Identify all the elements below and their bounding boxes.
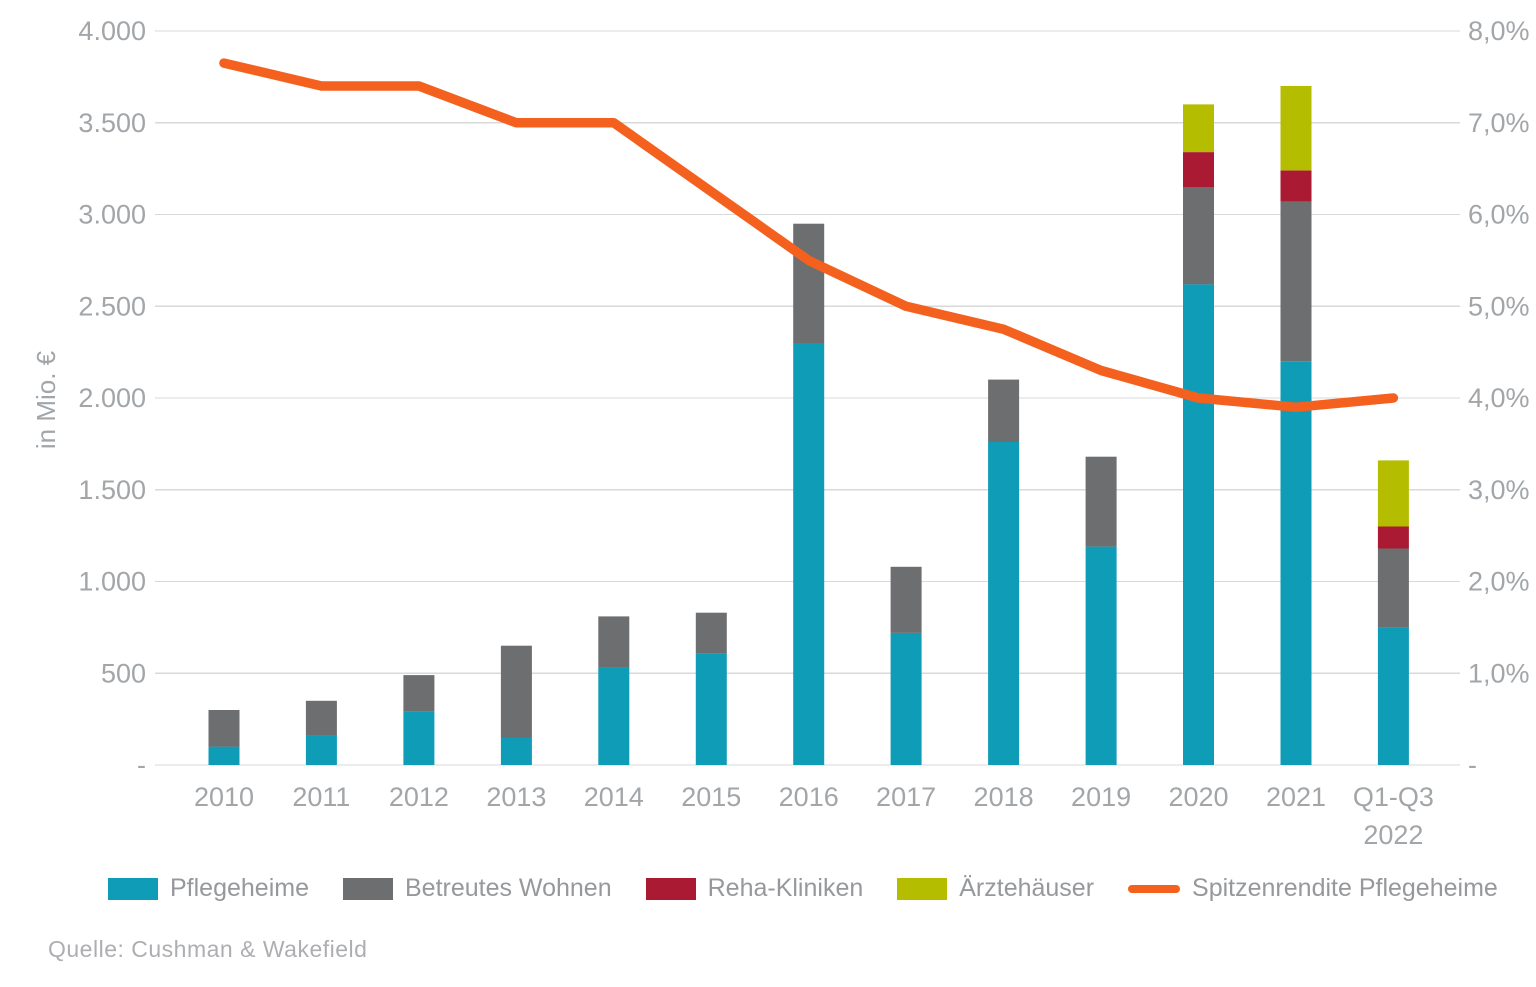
bar-segment-betreutes-wohnen bbox=[208, 710, 240, 747]
bar-segment--rzteh-user bbox=[1183, 104, 1214, 153]
bar-segment-pflegeheime bbox=[500, 737, 532, 765]
y-axis-right-tick: 8,0% bbox=[1468, 16, 1530, 46]
legend-label-reha-kliniken: Reha-Kliniken bbox=[707, 874, 864, 902]
bar-segment-pflegeheime bbox=[988, 442, 1020, 765]
legend-label-aerztehaeuser: Ärztehäuser bbox=[959, 874, 1095, 902]
bar-segment-pflegeheime bbox=[403, 711, 435, 765]
y-axis-left-tick: 2.000 bbox=[78, 383, 146, 413]
y-axis-right-tick: - bbox=[1468, 750, 1477, 780]
y-axis-left-tick: 3.500 bbox=[78, 108, 146, 138]
legend-label-spitzenrendite: Spitzenrendite Pflegeheime bbox=[1192, 874, 1498, 902]
bar-segment-pflegeheime bbox=[208, 746, 240, 765]
bar-segment-betreutes-wohnen bbox=[1280, 201, 1312, 362]
bar-segment-betreutes-wohnen bbox=[1377, 548, 1409, 628]
y-axis-left-tick: 1.000 bbox=[78, 567, 146, 597]
pflegeheime-swatch-icon bbox=[108, 877, 158, 900]
y-axis-left-title: in Mio. € bbox=[31, 350, 61, 449]
bar-segment-pflegeheime bbox=[598, 667, 630, 765]
x-axis-tick: 2010 bbox=[194, 782, 254, 812]
x-axis-tick: 2017 bbox=[876, 782, 936, 812]
bar-segment-betreutes-wohnen bbox=[1085, 456, 1117, 547]
aerztehaeuser-swatch-icon bbox=[897, 877, 948, 900]
bar-segment-betreutes-wohnen bbox=[890, 566, 922, 633]
y-axis-left-tick: - bbox=[137, 750, 146, 780]
bar-segment-pflegeheime bbox=[1183, 284, 1214, 765]
bar-segment-reha-kliniken bbox=[1280, 170, 1312, 202]
x-axis-tick: 2011 bbox=[292, 782, 350, 812]
x-axis-tick: 2018 bbox=[974, 782, 1034, 812]
bar-segment-pflegeheime bbox=[890, 632, 922, 765]
y-axis-right-tick: 4,0% bbox=[1468, 383, 1530, 413]
legend-item-pflegeheime: Pflegeheime bbox=[108, 874, 309, 903]
x-axis-tick: 2022 bbox=[1363, 820, 1423, 850]
source-credit: Quelle: Cushman & Wakefield bbox=[48, 936, 368, 962]
y-axis-left-tick: 1.500 bbox=[78, 475, 146, 505]
y-axis-right-tick: 2,0% bbox=[1468, 567, 1530, 597]
bar-segment-betreutes-wohnen bbox=[305, 700, 337, 736]
bar-segment-betreutes-wohnen bbox=[500, 645, 532, 738]
y-axis-right-tick: 7,0% bbox=[1468, 108, 1530, 138]
bar-segment-reha-kliniken bbox=[1377, 526, 1409, 549]
x-axis-tick: 2020 bbox=[1168, 782, 1228, 812]
y-axis-left-tick: 2.500 bbox=[78, 291, 146, 321]
y-axis-left-tick: 4.000 bbox=[78, 16, 146, 46]
legend-label-pflegeheime: Pflegeheime bbox=[170, 874, 309, 902]
legend-label-betreutes-wohnen: Betreutes Wohnen bbox=[404, 874, 612, 902]
x-axis-tick: 2012 bbox=[389, 782, 449, 812]
bar-segment-betreutes-wohnen bbox=[403, 675, 435, 712]
legend-item-spitzenrendite: Spitzenrendite Pflegeheime bbox=[1128, 874, 1498, 903]
x-axis-tick: 2014 bbox=[584, 782, 644, 812]
stacked-bar-line-chart: in Mio. € - 500 1.000 1.500 2.000 2.500 3.000 3… bbox=[31, 16, 1530, 850]
bar-segment-betreutes-wohnen bbox=[695, 612, 727, 654]
bar-segment--rzteh-user bbox=[1280, 86, 1312, 171]
bar-segment-pflegeheime bbox=[305, 735, 337, 765]
x-axis-tick: 2016 bbox=[779, 782, 839, 812]
reha-kliniken-swatch-icon bbox=[645, 877, 696, 900]
y-axis-right-tick: 5,0% bbox=[1468, 291, 1530, 321]
betreutes-wohnen-swatch-icon bbox=[342, 877, 393, 900]
y-axis-left-tick: 500 bbox=[101, 658, 146, 688]
bar-segment-pflegeheime bbox=[1377, 627, 1409, 765]
bar-segment-pflegeheime bbox=[695, 653, 727, 765]
legend-item-reha-kliniken: Reha-Kliniken bbox=[645, 874, 864, 903]
bar-segment--rzteh-user bbox=[1377, 460, 1409, 527]
bar-segment-reha-kliniken bbox=[1183, 152, 1214, 187]
bar-segment-betreutes-wohnen bbox=[598, 616, 630, 668]
bar-segment-betreutes-wohnen bbox=[793, 223, 825, 343]
chart-legend: Pflegeheime Betreutes Wohnen Reha-Klinik… bbox=[108, 874, 1498, 903]
bar-segment-pflegeheime bbox=[1085, 546, 1117, 765]
spitzenrendite-line-swatch-icon bbox=[1128, 884, 1181, 893]
x-axis-tick: Q1-Q3 bbox=[1353, 782, 1434, 812]
x-axis-tick: 2019 bbox=[1071, 782, 1131, 812]
x-axis-tick: 2015 bbox=[681, 782, 741, 812]
y-axis-left-tick: 3.000 bbox=[78, 200, 146, 230]
y-axis-right-tick: 3,0% bbox=[1468, 475, 1530, 505]
legend-item-aerztehaeuser: Ärztehäuser bbox=[897, 874, 1094, 903]
x-axis-tick: 2013 bbox=[486, 782, 546, 812]
x-axis-tick: 2021 bbox=[1266, 782, 1326, 812]
legend-item-betreutes-wohnen: Betreutes Wohnen bbox=[342, 874, 612, 903]
bar-segment-pflegeheime bbox=[793, 343, 825, 765]
y-axis-right-tick: 1,0% bbox=[1468, 658, 1530, 688]
bar-segment-pflegeheime bbox=[1280, 361, 1312, 765]
bar-segment-betreutes-wohnen bbox=[988, 379, 1020, 442]
spitzenrendite-line bbox=[219, 58, 1399, 412]
bar-segment-betreutes-wohnen bbox=[1183, 187, 1214, 285]
y-axis-right-tick: 6,0% bbox=[1468, 200, 1530, 230]
